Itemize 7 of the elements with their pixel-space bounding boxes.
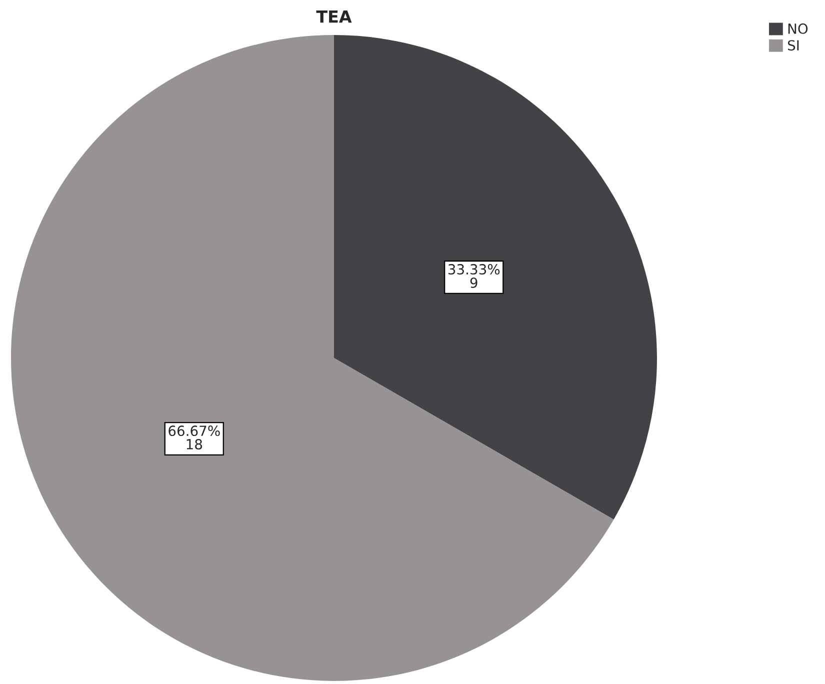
- data-label: 66.67% 18: [168, 426, 220, 450]
- data-label: 33.33% 9: [448, 264, 500, 288]
- legend-label: NO: [788, 23, 808, 34]
- legend-label: SI: [788, 40, 799, 51]
- pie-slice: [11, 35, 614, 681]
- pie-slice: [334, 35, 657, 520]
- chart-title: TEA: [316, 10, 352, 23]
